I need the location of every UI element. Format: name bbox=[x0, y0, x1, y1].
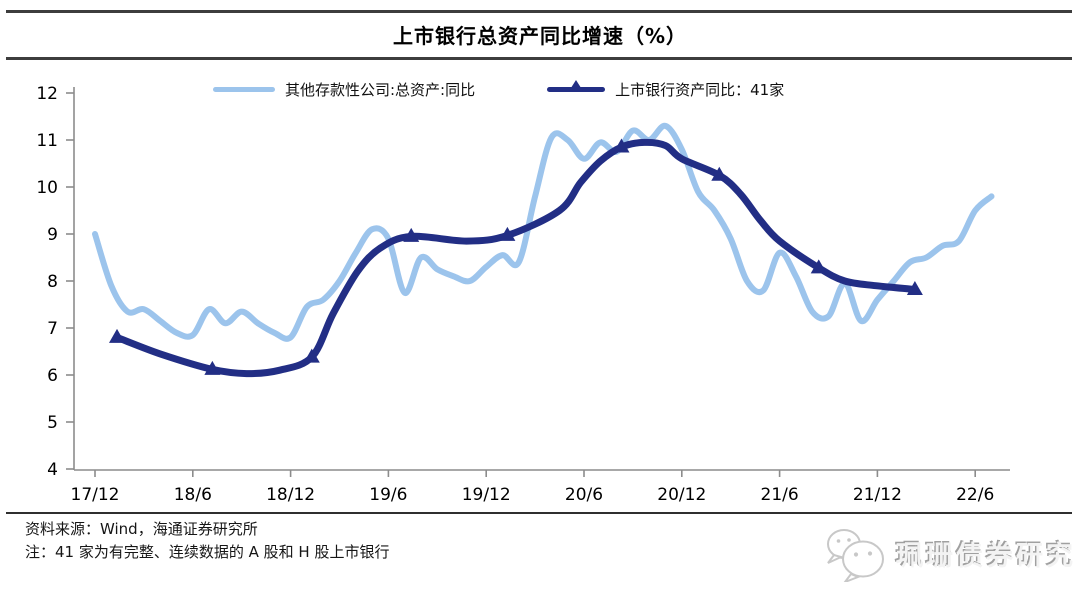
triangle-marker bbox=[303, 348, 320, 363]
triangle-marker bbox=[810, 259, 827, 274]
title-divider bbox=[6, 57, 1072, 60]
y-tick-label: 11 bbox=[36, 131, 58, 151]
x-tick-label: 20/12 bbox=[657, 485, 706, 505]
dark-blue-line-swatch bbox=[547, 80, 606, 92]
y-tick-label: 8 bbox=[47, 272, 58, 292]
brand-name: 珮珊债券研究 bbox=[896, 540, 1076, 572]
chart-legend: 其他存款性公司:总资产:同比 上市银行资产同比：41家 bbox=[213, 79, 784, 100]
footer-divider bbox=[6, 512, 1072, 514]
wechat-icon bbox=[827, 529, 884, 582]
x-tick-label: 22/6 bbox=[956, 485, 994, 505]
y-tick-label: 12 bbox=[36, 84, 58, 104]
brand-logo: 珮珊债券研究 bbox=[820, 524, 1076, 582]
note-text: 注：41 家为有完整、连续数据的 A 股和 H 股上市银行 bbox=[25, 543, 390, 561]
x-tick-label: 17/12 bbox=[71, 485, 120, 505]
triangle-marker bbox=[403, 227, 420, 242]
legend-item-other-depository: 其他存款性公司:总资产:同比 bbox=[213, 79, 475, 100]
top-divider bbox=[6, 10, 1072, 13]
legend-item-listed-banks: 上市银行资产同比：41家 bbox=[547, 79, 784, 100]
source-text: 资料来源：Wind，海通证券研究所 bbox=[25, 520, 258, 538]
x-tick-label: 21/6 bbox=[761, 485, 799, 505]
y-tick-label: 10 bbox=[36, 178, 58, 198]
x-tick-label: 19/12 bbox=[462, 485, 511, 505]
y-tick-label: 6 bbox=[47, 366, 58, 386]
triangle-marker-icon bbox=[569, 80, 584, 91]
y-tick-label: 4 bbox=[47, 460, 58, 480]
y-tick-label: 5 bbox=[47, 413, 58, 433]
series-other-depository-line bbox=[92, 122, 995, 342]
x-tick-label: 21/12 bbox=[853, 485, 902, 505]
triangle-marker bbox=[204, 360, 221, 375]
triangle-marker bbox=[613, 138, 630, 153]
legend-label: 其他存款性公司:总资产:同比 bbox=[285, 81, 476, 99]
y-tick-label: 9 bbox=[47, 225, 58, 245]
x-tick-label: 18/12 bbox=[266, 485, 315, 505]
triangle-marker bbox=[906, 280, 923, 295]
series-listed-banks-line bbox=[113, 138, 919, 378]
x-tick-label: 20/6 bbox=[565, 485, 603, 505]
y-tick-label: 7 bbox=[47, 319, 58, 339]
triangle-marker bbox=[499, 226, 516, 241]
chart-title: 上市银行总资产同比增速（%） bbox=[392, 24, 688, 48]
triangle-marker bbox=[711, 166, 728, 181]
triangle-marker bbox=[109, 328, 126, 343]
legend-label: 上市银行资产同比：41家 bbox=[615, 81, 785, 99]
x-tick-label: 18/6 bbox=[174, 485, 212, 505]
light-blue-line-swatch bbox=[213, 87, 275, 92]
x-tick-label: 19/6 bbox=[369, 485, 407, 505]
